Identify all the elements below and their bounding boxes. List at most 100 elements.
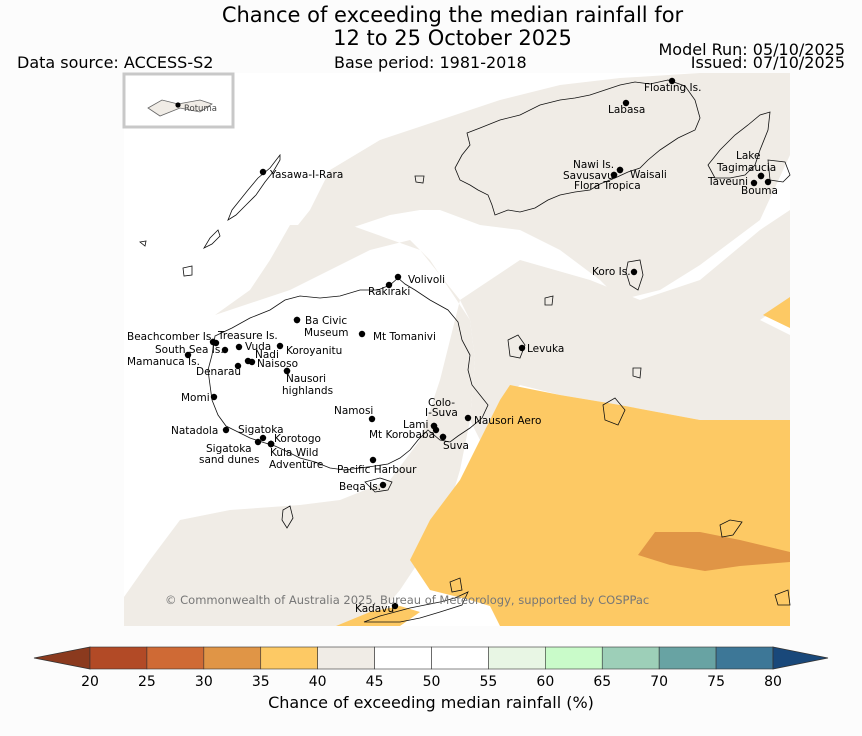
place-label: Labasa — [608, 104, 645, 116]
colorbar-bin — [374, 646, 432, 670]
region-35-40-right — [763, 297, 790, 328]
colorbar-extend-low — [33, 646, 91, 670]
colorbar-bin — [545, 646, 603, 670]
colorbar-tick-label: 30 — [195, 674, 213, 690]
place-label: Bouma — [741, 185, 778, 197]
issued-date: Issued: 07/10/2025 — [690, 53, 845, 72]
place-label: Savusavu — [563, 170, 614, 182]
place-label: Volivoli — [408, 274, 445, 286]
place-label: Lami — [403, 419, 428, 431]
place-marker — [293, 316, 301, 324]
place-label: Pacific Harbour — [337, 464, 417, 476]
place-marker — [276, 342, 284, 350]
place-marker — [210, 393, 218, 401]
place-label: Ba Civic — [305, 315, 347, 327]
place-label: Naisoso — [257, 358, 298, 370]
colorbar: 20 25 30 35 40 45 50 55 60 65 70 75 80 Chance of exce… — [33, 646, 829, 712]
yasawa-coast — [227, 153, 281, 221]
place-marker — [391, 602, 399, 610]
place-label: Koroyanitu — [286, 345, 342, 357]
place-label: Korotogo — [274, 433, 321, 445]
place-marker — [222, 426, 230, 434]
place-label: Yasawa-I-Rara — [269, 169, 343, 181]
colorbar-tick-label: 45 — [366, 674, 384, 690]
place-label: Momi — [181, 392, 210, 404]
koro-coast — [625, 259, 644, 291]
place-label: Koro Is. — [592, 266, 631, 278]
place-label: Flora Tropica — [574, 180, 641, 192]
place-marker — [259, 168, 267, 176]
qamea-coast — [767, 159, 791, 183]
colorbar-bin — [431, 646, 489, 670]
place-label: Rakiraki — [368, 286, 410, 298]
place-label: Treasure Is. — [217, 330, 278, 342]
place-marker — [385, 281, 393, 289]
colorbar-extend-high — [772, 646, 829, 670]
colorbar-bin — [146, 646, 205, 670]
place-marker — [630, 268, 638, 276]
rotuma-inset: Rotuma — [122, 72, 235, 129]
place-marker — [369, 456, 377, 464]
region-40-45 — [124, 225, 475, 626]
place-label: Levuka — [527, 343, 564, 355]
place-label: South Sea Is. — [155, 344, 224, 356]
place-label: Lake — [736, 150, 760, 162]
place-label: Adventure — [269, 459, 323, 471]
colorbar-tick-label: 70 — [650, 674, 668, 690]
colorbar-bin — [658, 646, 717, 670]
base-period: Base period: 1981-2018 — [334, 53, 527, 72]
colorbar-tick-label: 65 — [593, 674, 611, 690]
place-marker — [464, 414, 472, 422]
region-40-45-north — [270, 73, 790, 300]
place-label: Taveuni — [707, 176, 748, 188]
place-marker — [610, 171, 618, 179]
colorbar-tick-label: 50 — [423, 674, 441, 690]
viti-levu-coast — [207, 277, 489, 471]
place-label: Mt Tomanivi — [373, 331, 436, 343]
place-marker — [518, 344, 526, 352]
place-label: Floating Is. — [644, 82, 701, 94]
data-source: Data source: ACCESS-S2 — [17, 53, 214, 72]
place-marker — [616, 166, 624, 174]
yasawa-south — [202, 229, 221, 249]
place-marker — [622, 99, 630, 107]
ovalau-coast — [507, 334, 526, 359]
region-40-45-east — [460, 210, 790, 440]
title-line-2: 12 to 25 October 2025 — [333, 26, 572, 50]
place-marker — [267, 440, 275, 448]
place-label: Waisali — [630, 169, 667, 181]
place-label: Sigatoka — [206, 443, 252, 455]
place-marker — [379, 481, 387, 489]
place-label: Suva — [443, 440, 469, 452]
place-label: Vuda — [245, 341, 271, 353]
colorbar-bin — [488, 646, 546, 670]
place-label: Namosi — [334, 405, 373, 417]
colorbar-tick-label: 80 — [764, 674, 782, 690]
colorbar-title: Chance of exceeding median rainfall (%) — [268, 693, 594, 712]
place-marker — [432, 426, 440, 434]
place-label: Kadavu — [355, 603, 394, 615]
colorbar-tick-label: 35 — [252, 674, 270, 690]
place-label: Mt Korobaba — [369, 429, 435, 441]
place-marker — [254, 438, 262, 446]
place-label: Tagimaucia — [716, 162, 776, 174]
colorbar-bin — [715, 646, 774, 670]
place-marker — [212, 339, 220, 347]
place-marker — [184, 351, 192, 359]
beqa-coast — [364, 477, 393, 493]
place-label: Nawi Is. — [573, 159, 614, 171]
place-marker — [234, 362, 242, 370]
title-line-1: Chance of exceeding the median rainfall … — [221, 3, 684, 27]
place-marker — [764, 178, 772, 186]
place-label: Natadola — [171, 425, 218, 437]
copyright-text: © Commonwealth of Australia 2025, Bureau… — [165, 593, 649, 607]
region-30-35 — [638, 532, 790, 571]
place-label: highlands — [282, 385, 333, 397]
place-label: sand dunes — [199, 454, 259, 466]
colorbar-bin — [260, 646, 318, 670]
rotuma-label: Rotuma — [184, 104, 217, 114]
place-marker — [750, 179, 758, 187]
place-label: Nadi — [255, 349, 279, 361]
place-label: Nausori Aero — [474, 415, 541, 427]
